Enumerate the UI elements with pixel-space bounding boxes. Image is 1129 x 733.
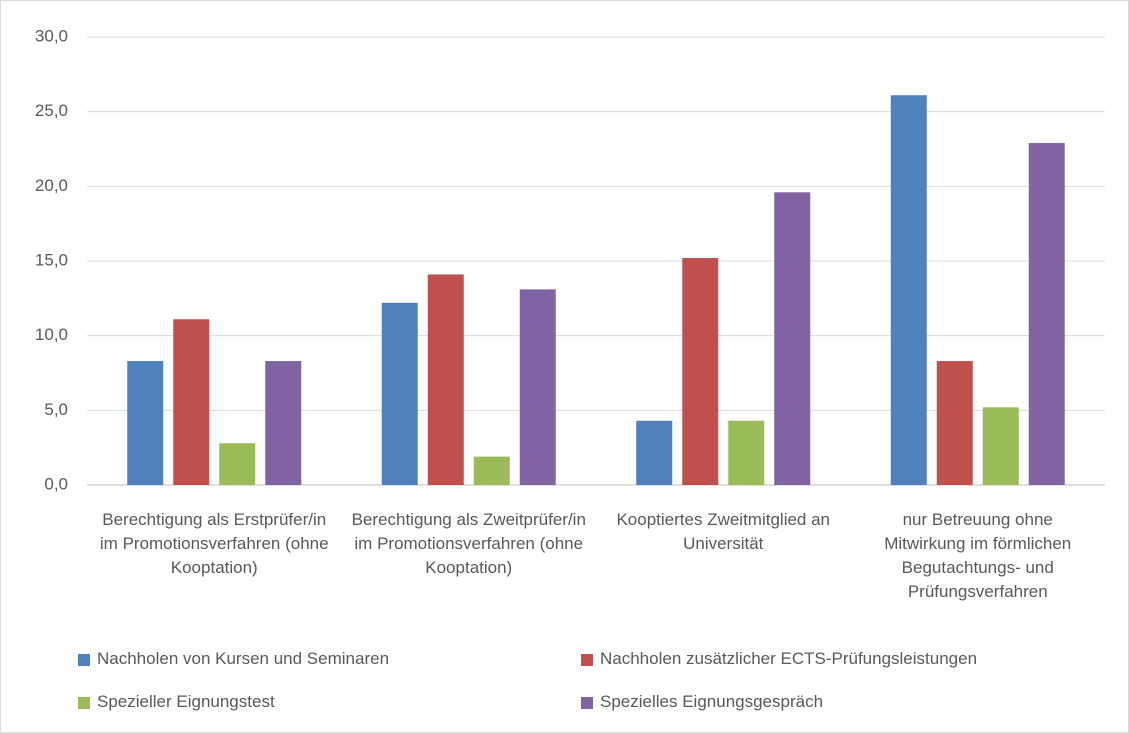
y-tick-label: 0,0 xyxy=(44,474,68,493)
bar xyxy=(427,274,464,485)
y-tick-label: 5,0 xyxy=(44,400,68,419)
bar xyxy=(265,361,302,485)
legend-label: Spezieller Eignungstest xyxy=(97,692,275,711)
x-tick-label: Kooptiertes Zweitmitglied an Universität xyxy=(616,510,831,553)
legend-label: Nachholen von Kursen und Seminaren xyxy=(97,649,390,668)
y-tick-label: 20,0 xyxy=(35,176,68,195)
bar xyxy=(1028,143,1065,485)
bar xyxy=(473,456,510,485)
x-tick-label: nur Betreuung ohne Mitwirkung im förmlic… xyxy=(884,510,1072,601)
legend-swatch xyxy=(581,654,593,666)
bar xyxy=(127,361,164,485)
bar xyxy=(219,443,256,485)
y-tick-label: 25,0 xyxy=(35,101,68,120)
x-tick-label: Berechtigung als Erstprüfer/in im Promot… xyxy=(99,510,329,577)
bar xyxy=(982,407,1019,485)
legend-swatch xyxy=(78,697,90,709)
y-tick-label: 15,0 xyxy=(35,250,68,269)
legend-swatch xyxy=(78,654,90,666)
bar xyxy=(682,258,719,485)
legend-swatch xyxy=(581,697,593,709)
y-tick-label: 30,0 xyxy=(35,26,68,45)
bar xyxy=(890,95,927,486)
legend-label: Nachholen zusätzlicher ECTS-Prüfungsleis… xyxy=(600,649,978,668)
bar xyxy=(636,420,673,485)
bar xyxy=(936,361,973,485)
bar xyxy=(774,192,811,485)
bar xyxy=(728,420,765,485)
bar xyxy=(519,289,556,485)
legend-label: Spezielles Eignungsgespräch xyxy=(600,692,824,711)
bar xyxy=(381,302,418,485)
y-tick-label: 10,0 xyxy=(35,325,68,344)
bar xyxy=(173,319,210,485)
x-tick-label: Berechtigung als Zweitprüfer/in im Promo… xyxy=(351,510,586,577)
